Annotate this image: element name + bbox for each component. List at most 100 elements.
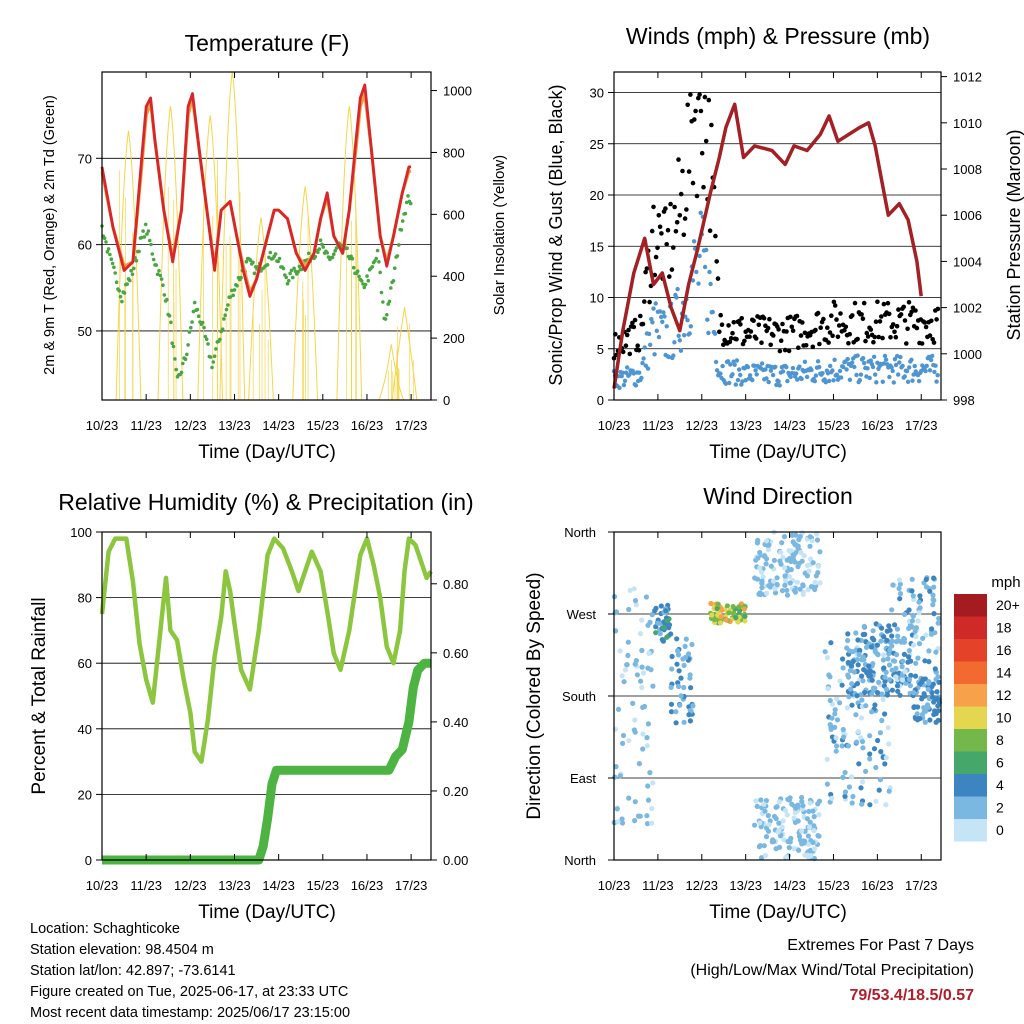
wind-direction-point bbox=[890, 582, 896, 588]
temperature-xtick-label: 11/23 bbox=[130, 418, 162, 433]
wind-gust-point bbox=[881, 301, 887, 307]
wind-direction-point bbox=[686, 651, 692, 657]
dewpoint-point bbox=[191, 309, 196, 314]
legend-swatch bbox=[954, 639, 987, 662]
wind-direction-point bbox=[889, 687, 896, 693]
wind-direction-point bbox=[757, 820, 763, 826]
temperature-ytick-label: 60 bbox=[78, 238, 92, 253]
wind-direction-point bbox=[930, 602, 936, 608]
wind-direction-point bbox=[764, 556, 770, 562]
wind-gust-point bbox=[803, 343, 809, 348]
dewpoint-point bbox=[145, 232, 149, 236]
wind-speed-point bbox=[656, 334, 662, 340]
wind-gust-point bbox=[901, 304, 906, 310]
wind-direction-point bbox=[758, 797, 764, 803]
wind-gust-point bbox=[818, 325, 823, 331]
wind-direction-xtick-label: 12/23 bbox=[686, 878, 719, 893]
winds-xtick-label: 13/23 bbox=[729, 418, 762, 433]
solar-insolation-peak bbox=[197, 115, 224, 401]
wind-direction-point bbox=[894, 652, 900, 658]
wind-speed-point bbox=[909, 357, 914, 362]
wind-speed-point bbox=[646, 331, 652, 337]
wind-gust-point bbox=[810, 344, 816, 350]
wind-direction-point bbox=[756, 591, 762, 597]
winds-ytick-label: 30 bbox=[590, 86, 604, 101]
wind-direction-point bbox=[649, 612, 655, 618]
wind-direction-point bbox=[906, 676, 913, 683]
wind-speed-point bbox=[677, 338, 682, 343]
wind-gust-point bbox=[832, 303, 838, 308]
wind-direction-point bbox=[800, 591, 806, 598]
legend-swatch bbox=[954, 796, 987, 819]
wind-direction-point bbox=[929, 626, 935, 632]
wind-direction-point bbox=[771, 813, 778, 820]
solar-insolation-peak bbox=[248, 217, 274, 401]
wind-gust-point bbox=[671, 245, 676, 250]
wind-gust-point bbox=[738, 322, 743, 327]
wind-gust-point bbox=[638, 313, 643, 319]
wind-direction-point bbox=[814, 531, 820, 537]
wind-direction-point bbox=[867, 668, 873, 674]
wind-direction-point bbox=[816, 798, 823, 804]
wind-speed-point bbox=[648, 342, 653, 347]
wind-direction-point bbox=[873, 798, 879, 804]
wind-speed-point bbox=[858, 372, 864, 377]
wind-direction-point bbox=[687, 718, 694, 724]
wind-direction-point bbox=[761, 801, 767, 807]
wind-direction-xtick-label: 15/23 bbox=[817, 878, 850, 893]
wind-speed-point bbox=[706, 330, 711, 336]
wind-speed-point bbox=[738, 372, 743, 378]
wind-gust-point bbox=[780, 321, 785, 327]
wind-direction-point bbox=[793, 805, 799, 811]
wind-speed-point bbox=[698, 210, 703, 215]
wind-speed-point bbox=[712, 331, 718, 336]
wind-speed-point bbox=[733, 382, 738, 387]
wind-direction-point bbox=[915, 618, 921, 624]
wind-direction-point bbox=[784, 812, 790, 818]
info-latlon: Station lat/lon: 42.897; -73.6141 bbox=[30, 963, 236, 979]
wind-speed-point bbox=[753, 368, 758, 373]
wind-direction-point bbox=[726, 610, 732, 616]
dewpoint-point bbox=[185, 352, 189, 357]
wind-speed-point bbox=[687, 331, 692, 336]
wind-direction-point bbox=[634, 672, 641, 678]
wind-gust-point bbox=[831, 299, 837, 305]
wind-speed-point bbox=[883, 357, 889, 362]
dewpoint-point bbox=[108, 252, 112, 257]
legend-swatch bbox=[954, 819, 987, 842]
legend-swatch bbox=[954, 706, 987, 729]
wind-speed-point bbox=[661, 310, 666, 315]
wind-direction-point bbox=[816, 812, 822, 818]
wind-speed-point bbox=[887, 374, 892, 380]
extremes-title: Extremes For Past 7 Days bbox=[787, 937, 974, 954]
wind-direction-point bbox=[690, 703, 696, 709]
wind-direction-point bbox=[861, 623, 867, 630]
wind-gust-point bbox=[623, 343, 629, 349]
wind-speed-point bbox=[759, 361, 765, 366]
wind-direction-point bbox=[894, 626, 901, 632]
wind-direction-point bbox=[886, 788, 892, 794]
wind-direction-point bbox=[646, 650, 652, 656]
wind-direction-point bbox=[922, 658, 928, 664]
dewpoint-point bbox=[134, 258, 139, 263]
wind-speed-point bbox=[694, 269, 699, 275]
wind-direction-point bbox=[827, 697, 833, 704]
wind-direction-point bbox=[811, 814, 817, 820]
wind-gust-point bbox=[643, 269, 648, 275]
wind-direction-point bbox=[643, 594, 650, 600]
wind-gust-point bbox=[747, 334, 752, 340]
wind-gust-point bbox=[649, 228, 655, 234]
dewpoint-point bbox=[161, 283, 165, 288]
legend-label: 2 bbox=[996, 800, 1004, 816]
wind-speed-point bbox=[672, 340, 677, 345]
dewpoint-point bbox=[187, 330, 192, 334]
dewpoint-point bbox=[330, 255, 335, 260]
wind-speed-point bbox=[934, 379, 939, 384]
wind-direction-point bbox=[681, 684, 687, 691]
wind-direction-point bbox=[887, 677, 893, 683]
dewpoint-point bbox=[313, 254, 318, 259]
wind-gust-point bbox=[642, 299, 647, 304]
dewpoint-point bbox=[248, 258, 253, 263]
wind-gust-point bbox=[802, 330, 808, 336]
dewpoint-point bbox=[141, 229, 145, 233]
